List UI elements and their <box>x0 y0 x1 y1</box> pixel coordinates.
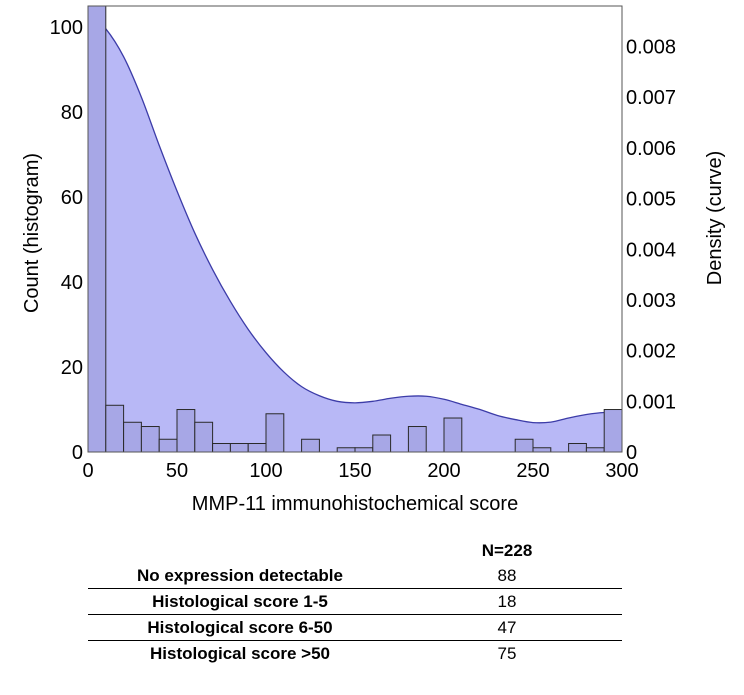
row-value: 18 <box>392 588 622 615</box>
row-value: 88 <box>497 566 517 585</box>
table-header-blank <box>88 538 392 563</box>
histogram-bar <box>568 443 587 453</box>
row-label: Histological score >50 <box>88 640 392 666</box>
x-tick-label: 100 <box>249 460 282 482</box>
density-area-layer <box>87 23 623 452</box>
right-y-tick-label: 0.001 <box>626 391 676 413</box>
histogram-bar <box>443 417 463 453</box>
right-y-tick-label: 0.007 <box>626 87 676 109</box>
table-row: Histological score 1-5 18 <box>88 588 622 615</box>
histogram-bar <box>354 447 374 453</box>
left-y-tick-label: 0 <box>72 442 83 464</box>
right-y-tick-label: 0 <box>626 442 637 464</box>
histogram-bar <box>176 409 196 453</box>
histogram-bar <box>532 447 552 453</box>
x-tick-label: 0 <box>82 460 93 482</box>
x-tick-label: 250 <box>516 460 549 482</box>
left-y-tick-label: 100 <box>50 17 83 39</box>
table-header-row: N=228 <box>88 538 622 563</box>
left-y-tick-label: 20 <box>61 357 83 379</box>
left-y-tick-label: 40 <box>61 272 83 294</box>
x-tick-label: 50 <box>166 460 188 482</box>
row-value: 75 <box>392 640 622 666</box>
density-curve-line <box>87 23 623 424</box>
row-label: Histological score 6-50 <box>88 614 392 641</box>
histogram-bar <box>301 438 320 453</box>
histogram-bar <box>247 443 267 453</box>
histogram-bar <box>123 421 142 453</box>
row-label: No expression detectable <box>137 566 343 585</box>
row-value: 47 <box>392 614 622 641</box>
histogram-bar <box>194 421 214 453</box>
histogram-bar <box>140 426 160 453</box>
histogram-bar <box>372 434 392 453</box>
left-y-axis-title: Count (histogram) <box>21 153 43 313</box>
right-y-tick-label: 0.008 <box>626 37 676 59</box>
histogram-bar <box>585 447 605 453</box>
table-row: No expression detectable 88 <box>88 563 622 589</box>
right-y-tick-label: 0.004 <box>626 239 676 261</box>
right-y-axis-title: Density (curve) <box>704 151 726 285</box>
x-tick-label: 300 <box>605 460 638 482</box>
histogram-bar <box>87 5 107 453</box>
plot-frame <box>87 5 623 453</box>
right-y-tick-label: 0.006 <box>626 138 676 160</box>
table-header-n: N=228 <box>481 541 533 560</box>
score-summary-table: N=228 No expression detectable 88 Histol… <box>88 538 622 666</box>
table-row: Histological score >50 75 <box>88 640 622 666</box>
left-y-tick-label: 80 <box>61 102 83 124</box>
histogram-bar <box>407 426 427 453</box>
left-y-tick-label: 60 <box>61 187 83 209</box>
histogram-bar <box>212 443 231 453</box>
histogram-bar <box>105 404 125 453</box>
right-y-tick-label: 0.005 <box>626 189 676 211</box>
histogram-bar <box>158 438 178 453</box>
x-tick-label: 150 <box>338 460 371 482</box>
tick-labels-layer: 0 50 100 150 200 250 30002040608010000.0010.00… <box>50 17 676 482</box>
x-tick-label: 200 <box>427 460 460 482</box>
histogram-bar <box>229 443 249 453</box>
row-label: Histological score 1-5 <box>88 588 392 615</box>
right-y-tick-label: 0.003 <box>626 290 676 312</box>
table-row: Histological score 6-50 47 <box>88 614 622 641</box>
histogram-bars-layer <box>87 5 623 453</box>
right-y-tick-label: 0.002 <box>626 341 676 363</box>
histogram-bar <box>603 409 623 453</box>
density-area <box>88 23 622 452</box>
histogram-density-chart: 0 50 100 150 200 250 30002040608010000.0010.00… <box>21 5 726 515</box>
histogram-bar <box>336 447 356 453</box>
histogram-bar <box>514 438 534 453</box>
histogram-bar <box>265 413 285 453</box>
x-axis-title: MMP-11 immunohistochemical score <box>192 493 518 515</box>
